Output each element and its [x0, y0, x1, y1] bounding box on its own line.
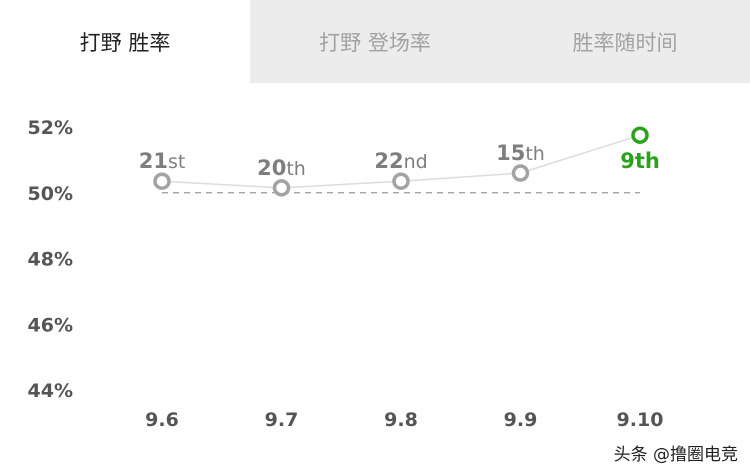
tab-jungle-pickrate[interactable]: 打野 登场率	[319, 30, 431, 55]
tab-bar: 打野 胜率 打野 登场率 胜率随时间	[0, 0, 750, 83]
data-point	[153, 172, 171, 190]
data-point	[392, 172, 410, 190]
data-point	[631, 126, 649, 144]
y-tick-label: 52%	[28, 117, 73, 139]
rank-label: 9th	[620, 149, 660, 173]
rank-label: 21st	[139, 149, 186, 173]
y-tick-label: 44%	[28, 380, 73, 402]
y-tick-label: 46%	[28, 314, 73, 336]
watermark: 头条 @撸圈电竞	[613, 445, 738, 465]
rank-label: 15th	[496, 141, 545, 165]
tab-winrate-over-time[interactable]: 胜率随时间	[572, 30, 678, 55]
x-tick-label: 9.9	[504, 409, 538, 431]
tab-jungle-winrate[interactable]: 打野 胜率	[0, 0, 250, 83]
x-tick-label: 9.10	[617, 409, 664, 431]
y-tick-label: 48%	[28, 249, 73, 271]
data-point	[272, 179, 291, 197]
x-tick-label: 9.7	[265, 409, 299, 431]
winrate-line-chart: 52% 50% 48% 46% 44% 9.6 9.7 9.8 9.9 9.10 21st 20th 2…	[28, 117, 664, 431]
data-point	[511, 164, 530, 182]
y-tick-label: 50%	[28, 183, 73, 205]
x-tick-label: 9.6	[145, 409, 179, 431]
rank-label: 22nd	[374, 149, 427, 173]
rank-label: 20th	[257, 156, 306, 180]
x-tick-label: 9.8	[384, 409, 418, 431]
